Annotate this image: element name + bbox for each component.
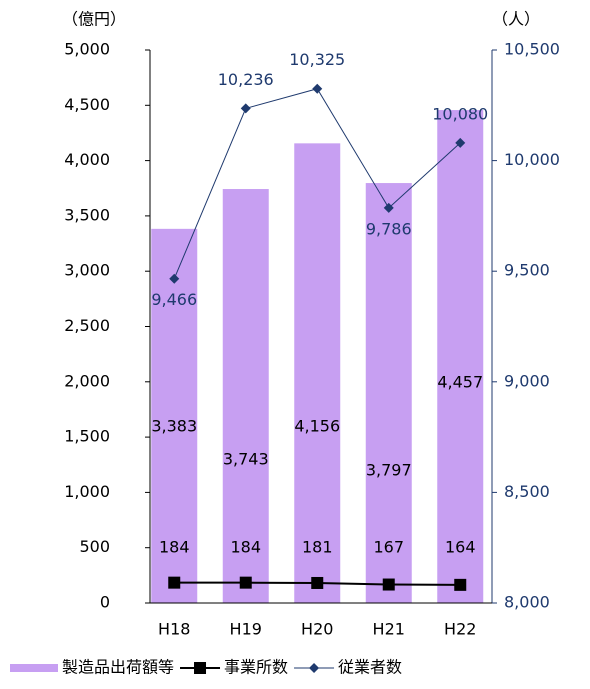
y-tick-label: 3,000 bbox=[64, 261, 110, 280]
x-tick-label: H20 bbox=[301, 620, 333, 639]
y-tick-label: 3,500 bbox=[64, 205, 110, 224]
y-axis-label: （億円） bbox=[62, 10, 126, 29]
marker bbox=[239, 576, 252, 589]
y-tick-label: 4,500 bbox=[64, 95, 110, 114]
marker bbox=[454, 578, 467, 591]
legend-label: 従業者数 bbox=[338, 658, 402, 677]
point-label: 10,080 bbox=[432, 104, 488, 123]
y-tick-label: 5,000 bbox=[64, 40, 110, 59]
y-tick-label: 1,500 bbox=[64, 427, 110, 446]
point-label: 184 bbox=[159, 538, 190, 557]
bar bbox=[437, 110, 484, 604]
point-label: 10,325 bbox=[289, 50, 345, 69]
y2-tick-label: 9,000 bbox=[504, 371, 550, 390]
y-tick-label: 500 bbox=[79, 537, 110, 556]
point-label: 164 bbox=[445, 538, 476, 557]
bar-label: 3,383 bbox=[151, 417, 197, 436]
x-tick-label: H18 bbox=[158, 620, 190, 639]
bar bbox=[222, 189, 269, 603]
y-tick-label: 2,500 bbox=[64, 316, 110, 335]
bar-label: 4,457 bbox=[437, 373, 483, 392]
marker bbox=[455, 137, 466, 148]
y2-tick-label: 8,000 bbox=[504, 593, 550, 612]
bar bbox=[151, 228, 198, 603]
bar bbox=[294, 143, 341, 603]
legend-label: 事業所数 bbox=[224, 658, 288, 677]
bar-label: 3,743 bbox=[223, 450, 269, 469]
bar bbox=[365, 183, 412, 603]
point-label: 10,236 bbox=[218, 70, 274, 89]
y2-tick-label: 10,500 bbox=[504, 40, 560, 59]
y2-tick-label: 9,500 bbox=[504, 261, 550, 280]
y2-axis-label: （人） bbox=[492, 10, 540, 29]
marker bbox=[169, 273, 180, 284]
legend-label: 製造品出荷額等 bbox=[62, 658, 174, 677]
y2-tick-label: 10,000 bbox=[504, 150, 560, 169]
point-label: 9,786 bbox=[366, 219, 412, 238]
y-tick-label: 4,000 bbox=[64, 150, 110, 169]
marker bbox=[383, 202, 394, 213]
legend-swatch bbox=[10, 664, 58, 672]
marker bbox=[312, 83, 323, 94]
point-label: 181 bbox=[302, 538, 333, 557]
y2-tick-label: 8,500 bbox=[504, 482, 550, 501]
point-label: 9,466 bbox=[151, 290, 197, 309]
x-tick-label: H22 bbox=[444, 620, 476, 639]
x-tick-label: H19 bbox=[230, 620, 262, 639]
marker bbox=[311, 576, 324, 589]
legend-marker bbox=[309, 663, 320, 673]
legend-marker bbox=[194, 662, 207, 674]
y-tick-label: 0 bbox=[100, 593, 110, 612]
point-label: 184 bbox=[230, 538, 261, 557]
marker bbox=[168, 576, 181, 589]
bar-label: 3,797 bbox=[366, 461, 412, 480]
y-tick-label: 1,000 bbox=[64, 482, 110, 501]
bar-label: 4,156 bbox=[294, 417, 340, 436]
x-tick-label: H21 bbox=[373, 620, 405, 639]
y-tick-label: 2,000 bbox=[64, 371, 110, 390]
marker bbox=[240, 103, 251, 114]
marker bbox=[382, 578, 395, 591]
point-label: 167 bbox=[373, 538, 404, 557]
